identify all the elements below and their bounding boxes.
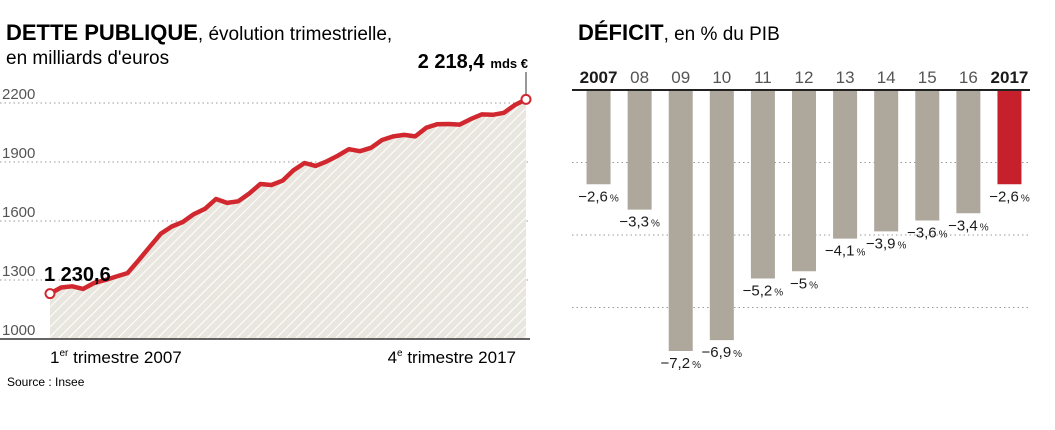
debt-title-rest: , évolution trimestrielle, (198, 24, 392, 45)
deficit-category-label: 10 (712, 68, 731, 87)
deficit-category-label: 08 (630, 68, 649, 87)
deficit-title: DÉFICIT, en % du PIB (578, 20, 780, 45)
deficit-value-number: −2,6 (578, 188, 608, 205)
deficit-title-bold: DÉFICIT (578, 20, 664, 45)
debt-end-value: 2 218,4 (418, 51, 486, 73)
deficit-category-label: 09 (671, 68, 690, 87)
debt-y-tick-label: 2200 (2, 86, 35, 103)
deficit-x-axis: 2007 08 09 10 11 12 13 14 15 16 2017 (580, 68, 1029, 87)
debt-line (47, 97, 529, 296)
deficit-bar (874, 90, 899, 232)
deficit-category-label: 11 (754, 68, 772, 87)
deficit-value-unit: % (809, 280, 818, 291)
deficit-bar (833, 90, 858, 239)
debt-x-end-rest: trimestre 2017 (403, 348, 516, 367)
deficit-category-label: 12 (795, 68, 814, 87)
deficit-value-label: −4,1% (825, 243, 866, 260)
debt-x-start-rest: trimestre 2007 (68, 348, 181, 367)
debt-title-bold: DETTE PUBLIQUE (6, 20, 198, 45)
source-note: Source : Insee (7, 375, 85, 389)
deficit-category-label: 14 (877, 68, 896, 87)
debt-x-end-sup: e (397, 348, 403, 359)
debt-y-tick-label: 1600 (2, 204, 35, 221)
debt-start-point (44, 288, 56, 300)
debt-x-start-ord: 1 (50, 348, 59, 367)
deficit-value-number: −3,4 (948, 217, 978, 234)
deficit-value-number: −3,3 (619, 214, 649, 231)
deficit-category-label: 2007 (580, 68, 618, 87)
deficit-value-number: −7,2 (660, 355, 690, 372)
deficit-value-unit: % (651, 219, 660, 230)
deficit-value-number: −3,9 (866, 235, 896, 252)
deficit-bar (627, 90, 652, 210)
deficit-bar (586, 90, 611, 185)
deficit-bar (709, 90, 734, 341)
debt-y-tick-label: 1300 (2, 263, 35, 280)
debt-x-start-sup: er (59, 348, 69, 359)
deficit-category-label: 13 (836, 68, 855, 87)
deficit-value-unit: % (692, 360, 701, 371)
deficit-value-label: −5% (790, 275, 818, 292)
deficit-value-label: −3,6% (907, 225, 948, 242)
deficit-bars (586, 90, 1022, 351)
deficit-bar (668, 90, 693, 351)
debt-panel: DETTE PUBLIQUE, évolution trimestrielle,… (0, 20, 532, 389)
debt-title: DETTE PUBLIQUE, évolution trimestrielle, (6, 20, 392, 45)
deficit-value-label: −2,6% (989, 188, 1030, 205)
debt-x-end-ord: 4 (388, 348, 397, 367)
deficit-value-label: −3,9% (866, 235, 907, 252)
deficit-value-number: −6,9 (702, 344, 732, 361)
deficit-value-label: −2,6% (578, 188, 619, 205)
deficit-bar (792, 90, 816, 272)
debt-x-label-end: 4e trimestre 2017 (388, 348, 516, 367)
deficit-value-unit: % (980, 222, 989, 233)
deficit-value-label: −6,9% (702, 344, 743, 361)
deficit-panel: DÉFICIT, en % du PIB 2007 08 09 10 11 12 13 14 1… (572, 20, 1030, 372)
deficit-value-number: −5,2 (743, 283, 773, 300)
debt-y-tick-label: 1900 (2, 145, 35, 162)
deficit-value-label: −7,2% (660, 355, 701, 372)
deficit-bar (997, 90, 1022, 185)
deficit-value-labels: −2,6 %−3,3 %−7,2 %−6,9 %−5,2 %−5 %−4,1 %−3,9 %−3… (578, 188, 1030, 372)
debt-start-value-label: 1 230,6 (44, 264, 111, 286)
deficit-category-label: 15 (918, 68, 937, 87)
deficit-value-number: −5 (790, 275, 807, 292)
deficit-title-rest: , en % du PIB (664, 24, 780, 45)
deficit-value-unit: % (1021, 193, 1030, 204)
deficit-value-unit: % (610, 193, 619, 204)
deficit-value-unit: % (856, 248, 865, 259)
deficit-bar (915, 90, 940, 221)
debt-y-axis: 1000 1300 1600 1900 2200 (2, 86, 35, 339)
debt-subtitle: en milliards d'euros (6, 48, 169, 69)
deficit-value-unit: % (733, 349, 742, 360)
deficit-bar (956, 90, 981, 214)
debt-y-tick-label: 1000 (2, 322, 35, 339)
deficit-value-number: −2,6 (989, 188, 1019, 205)
deficit-value-unit: % (939, 230, 948, 241)
deficit-value-label: −3,4% (948, 217, 989, 234)
debt-end-point (520, 93, 532, 105)
deficit-value-label: −5,2% (743, 283, 784, 300)
deficit-value-number: −3,6 (907, 225, 937, 242)
debt-area (50, 99, 526, 340)
deficit-value-unit: % (898, 240, 907, 251)
deficit-value-label: −3,3% (619, 214, 660, 231)
deficit-category-label: 16 (959, 68, 978, 87)
deficit-bar (750, 90, 775, 279)
debt-end-unit: mds € (490, 56, 528, 71)
deficit-value-unit: % (774, 288, 783, 299)
deficit-category-label: 2017 (991, 68, 1029, 87)
deficit-value-number: −4,1 (825, 243, 855, 260)
debt-end-value-label: 2 218,4 mds € (418, 51, 528, 73)
debt-x-label-start: 1er trimestre 2007 (50, 348, 182, 367)
